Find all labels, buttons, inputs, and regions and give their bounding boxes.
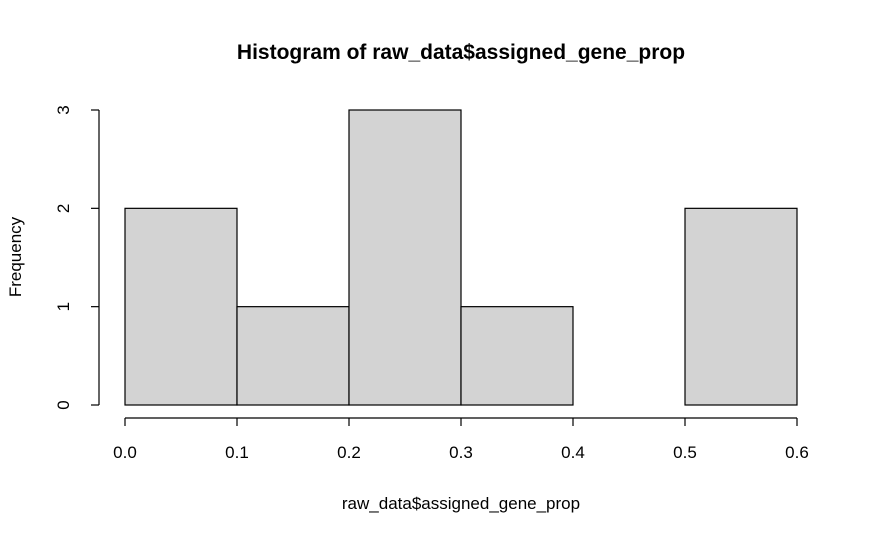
histogram-bar-0	[124, 207, 238, 406]
x-tick-label-1: 0.1	[225, 443, 249, 462]
y-tick-label-1: 1	[54, 302, 73, 311]
x-tick-label-0: 0.0	[113, 443, 137, 462]
x-tick-label-4: 0.4	[561, 443, 585, 462]
chart-title: Histogram of raw_data$assigned_gene_prop	[237, 41, 685, 64]
x-axis-label: raw_data$assigned_gene_prop	[342, 494, 580, 513]
histogram-bar-1	[236, 306, 350, 406]
x-tick-label-3: 0.3	[449, 443, 473, 462]
x-tick-label-5: 0.5	[673, 443, 697, 462]
histogram-bars	[124, 109, 798, 406]
x-tick-label-6: 0.6	[785, 443, 809, 462]
x-tick-label-2: 0.2	[337, 443, 361, 462]
histogram-bar-5	[684, 207, 798, 406]
histogram-bar-3	[460, 306, 574, 406]
y-tick-label-3: 3	[54, 105, 73, 114]
y-axis-label: Frequency	[6, 216, 25, 297]
y-axis: 0 1 2 3	[54, 105, 100, 410]
y-tick-label-0: 0	[54, 400, 73, 409]
histogram-bar-2	[348, 109, 462, 406]
x-axis: 0.0 0.1 0.2 0.3 0.4 0.5 0.6	[113, 417, 809, 462]
y-tick-label-2: 2	[54, 204, 73, 213]
